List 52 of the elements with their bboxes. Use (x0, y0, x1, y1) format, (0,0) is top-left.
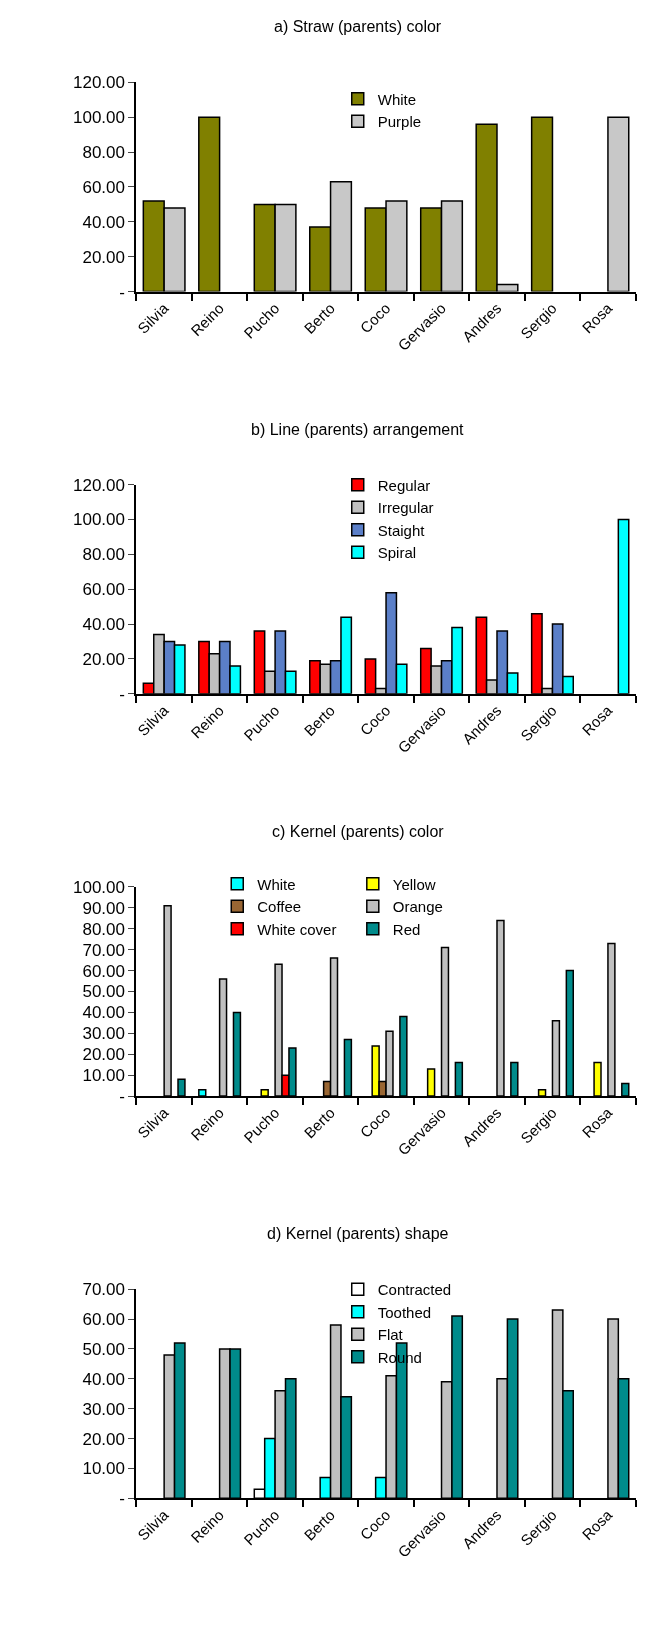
y-tick-label: 10.00 (82, 1459, 125, 1479)
legend-label: Coffee (257, 898, 302, 916)
y-tick-label: 80.00 (82, 143, 125, 163)
legend-label: Flat (377, 1326, 404, 1344)
y-tick-label: - (119, 684, 125, 704)
legend-label: Contracted (377, 1281, 452, 1299)
y-tick-label: 70.00 (82, 1280, 125, 1300)
legend-label: Regular (377, 476, 431, 494)
chart-title: a) Straw (parents) color (274, 18, 442, 35)
y-tick-label: 60.00 (82, 961, 125, 981)
legend-label: Spiral (377, 544, 417, 562)
y-tick-label: 60.00 (82, 580, 125, 600)
legend-label: White (377, 90, 417, 108)
y-tick-label: 100.00 (73, 877, 125, 897)
legend-label: Toothed (377, 1303, 432, 1321)
y-tick-label: 80.00 (82, 919, 125, 939)
y-tick-label: 30.00 (82, 1024, 125, 1044)
y-tick-label: 20.00 (82, 247, 125, 267)
y-tick-label: 100.00 (73, 510, 125, 530)
y-tick-label: 70.00 (82, 940, 125, 960)
y-tick-label: 30.00 (82, 1399, 125, 1419)
y-tick-label: 80.00 (82, 545, 125, 565)
legend-label: White (257, 875, 296, 893)
y-tick-label: 40.00 (82, 615, 125, 635)
y-tick-label: - (119, 1489, 125, 1509)
chart-title: d) Kernel (parents) shape (267, 1225, 449, 1242)
legend-label: Purple (377, 113, 422, 131)
legend-label: Staight (377, 521, 426, 539)
y-tick-label: 50.00 (82, 982, 125, 1002)
y-tick-label: 20.00 (82, 1045, 125, 1065)
chart-title: b) Line (parents) arrangement (251, 421, 465, 438)
y-tick-label: - (119, 1087, 125, 1107)
y-tick-label: 50.00 (82, 1339, 125, 1359)
y-tick-label: 120.00 (73, 475, 125, 495)
y-tick-label: 40.00 (82, 212, 125, 232)
legend-label: White cover (257, 920, 337, 938)
y-tick-label: 20.00 (82, 1429, 125, 1449)
y-tick-label: 120.00 (73, 73, 125, 93)
y-tick-label: 60.00 (82, 177, 125, 197)
y-tick-label: 90.00 (82, 898, 125, 918)
chart-title: c) Kernel (parents) color (272, 823, 445, 840)
legend-label: Red (392, 920, 421, 938)
y-tick-label: - (119, 282, 125, 302)
y-tick-label: 60.00 (82, 1309, 125, 1329)
legend-label: Yellow (392, 875, 436, 893)
y-tick-label: 40.00 (82, 1369, 125, 1389)
legend-label: Irregular (377, 499, 434, 517)
y-tick-label: 10.00 (82, 1066, 125, 1086)
y-tick-label: 40.00 (82, 1003, 125, 1023)
legend-label: Orange (392, 898, 443, 916)
y-tick-label: 100.00 (73, 108, 125, 128)
y-tick-label: 20.00 (82, 649, 125, 669)
